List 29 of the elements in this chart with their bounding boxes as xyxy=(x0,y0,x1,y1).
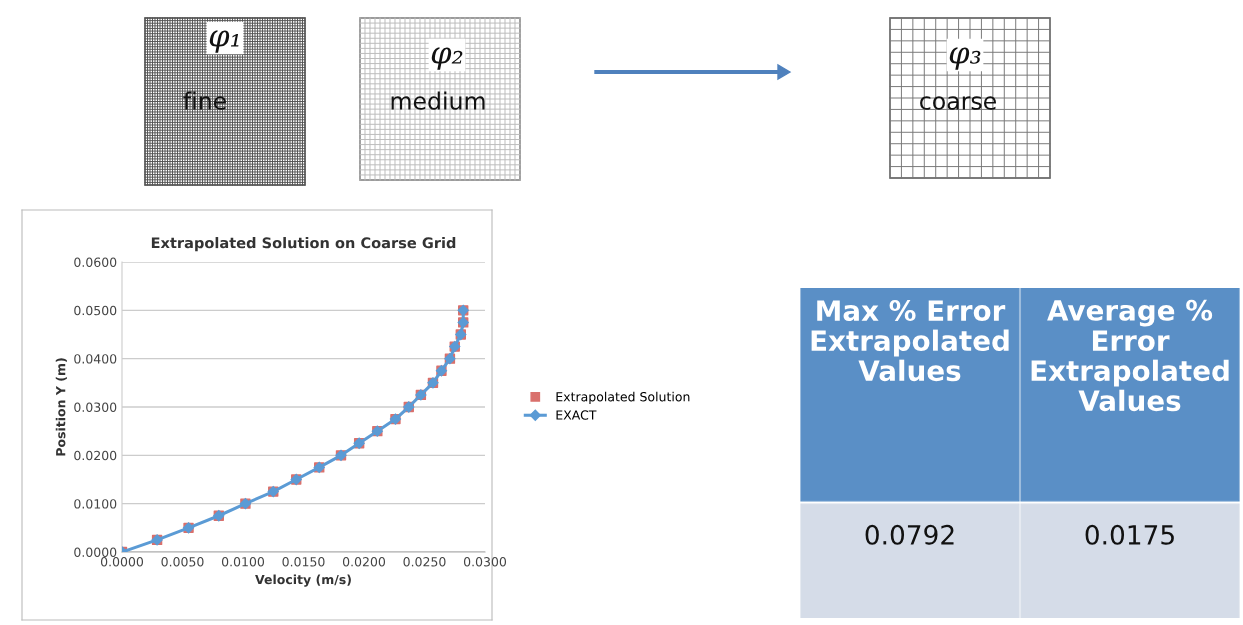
y-tick-label: 0.0100 xyxy=(74,499,117,509)
data-label: 0.0175 xyxy=(1085,524,1174,545)
y-tick-label: 0.0500 xyxy=(74,305,117,316)
data-label: 0.0792 xyxy=(865,524,954,545)
category-label: Average % Error Extrapolated Values xyxy=(1031,299,1229,412)
x-tick-label: 0.0150 xyxy=(282,557,325,567)
text: fine xyxy=(183,91,226,110)
text: coarse xyxy=(920,96,996,110)
x-tick-label: 0.0050 xyxy=(161,557,204,567)
x-tick-label: 0.0000 xyxy=(100,557,144,567)
text: medium xyxy=(391,91,485,110)
legend-label: EXACT xyxy=(556,410,597,420)
category-label: Max % Error Extrapolated Values xyxy=(811,300,1009,382)
x-tick-label: 0.0250 xyxy=(403,557,446,567)
x-tick-label: 0.0200 xyxy=(342,557,386,567)
y-tick-label: 0.0600 xyxy=(74,257,117,267)
x-axis-title: Velocity (m/s) xyxy=(255,574,351,587)
y-tick-label: 0.0300 xyxy=(74,402,117,412)
legend-label: Extrapolated Solution xyxy=(556,391,690,404)
chart-title: Extrapolated Solution on Coarse Grid xyxy=(151,237,456,252)
text: φ₁ xyxy=(209,30,239,53)
x-tick-label: 0.0300 xyxy=(463,557,507,567)
y-tick-label: 0.0200 xyxy=(74,450,117,461)
text: φ₃ xyxy=(949,47,981,70)
y-tick-label: 0.0400 xyxy=(74,354,117,364)
x-tick-label: 0.0100 xyxy=(221,557,265,567)
y-tick-label: 0.0000 xyxy=(74,547,117,557)
y-axis-title: Position Y (m) xyxy=(55,358,67,456)
text: φ₂ xyxy=(431,47,463,70)
